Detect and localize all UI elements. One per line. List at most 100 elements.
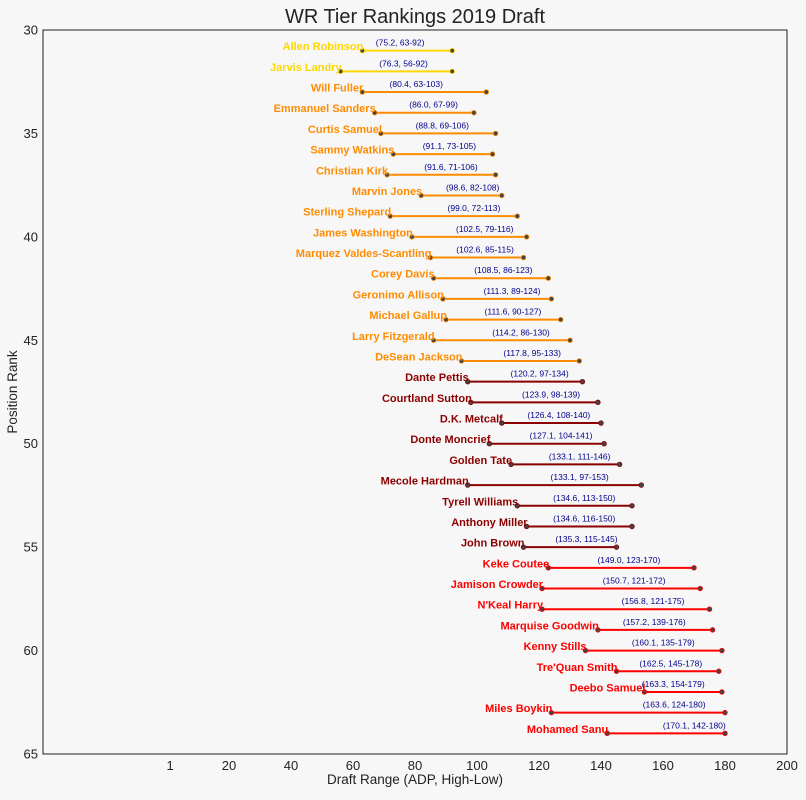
y-tick-label: 55 [24,540,38,555]
range-annotation: (160.1, 135-179) [632,638,695,648]
player-name-label: Dante Pettis [405,372,469,384]
player-name-label: Keke Coutee [483,558,550,570]
range-annotation: (91.6, 71-106) [424,162,478,172]
range-high-point [492,130,499,137]
y-tick-label: 45 [24,333,38,348]
player-name-label: Sterling Shepard [303,207,391,219]
range-low-point [582,647,589,654]
range-low-point [520,544,527,550]
range-low-point [465,482,471,488]
range-high-point [691,565,697,571]
x-axis-title: Draft Range (ADP, High-Low) [327,772,503,787]
range-annotation: (134.6, 113-150) [553,493,615,503]
player-labels: Allen Robinson Jarvis Landry Will Fuller Em… [270,41,645,736]
player-name-label: N'Keal Harry [478,600,544,612]
axis-ticks: 1 20 40 60 80 100 120 140 160 180 2003035404550556… [24,23,798,774]
player-name-label: Will Fuller [311,83,364,95]
range-low-point [430,337,437,343]
y-tick-label: 35 [24,126,38,141]
range-low-point [465,378,471,385]
range-low-point [523,523,530,530]
range-high-point [576,358,582,364]
player-name-label: Geronimo Allison [353,289,445,301]
range-annotation: (99.0, 72-113) [448,203,501,213]
range-annotation: (170.1, 142-180) [663,720,726,730]
range-annotation: (88.8, 69-106) [416,120,470,130]
range-annotation: (135.3, 115-145) [555,534,617,544]
range-low-point [418,192,424,199]
range-annotation: (91.1, 73-105) [423,141,477,151]
range-annotation: (120.2, 97-134) [511,369,569,379]
range-high-point [567,337,573,343]
y-tick-label: 65 [24,747,38,762]
player-name-label: Marvin Jones [352,186,422,198]
range-low-point [604,730,610,737]
range-annotation: (114.2, 86-130) [492,327,550,337]
range-annotation: (149.0, 123-170) [597,555,660,565]
chart-title: WR Tier Rankings 2019 Draft [285,6,546,28]
range-high-point [722,730,728,737]
range-low-point [443,316,449,323]
y-tick-label: 50 [24,436,38,451]
range-high-point [719,689,725,695]
range-high-point [629,503,635,509]
player-name-label: D.K. Metcalf [440,414,503,426]
range-low-point [508,461,514,468]
player-name-label: Tyrell Williams [442,496,518,508]
range-low-point [390,151,396,157]
range-annotation: (150.7, 121-172) [603,576,666,586]
range-low-point [548,709,555,716]
range-high-point [514,213,520,219]
range-high-point [697,585,703,592]
range-low-point [409,234,415,240]
range-high-point [613,544,620,550]
player-name-label: Deebo Samuel [570,682,646,694]
range-low-point [499,420,505,426]
range-low-point [514,503,520,509]
range-low-point [378,130,384,137]
range-high-point [471,110,477,116]
range-high-point [616,461,623,468]
y-axis-title: Position Rank [5,350,20,434]
range-high-point [489,151,496,157]
x-tick-label: 160 [652,758,674,773]
range-annotation: (156.8, 121-175) [622,596,685,606]
range-low-point [384,172,390,178]
range-annotation: (133.1, 97-153) [551,472,609,482]
range-high-point [719,647,725,654]
x-tick-label: 120 [528,758,550,773]
range-annotation: (117.8, 95-133) [503,348,561,358]
player-name-label: Allen Robinson [283,41,364,53]
range-high-point [483,89,489,95]
player-name-label: Marquez Valdes-Scantling [296,248,432,260]
range-high-point [548,296,555,302]
player-name-label: Anthony Miller [451,517,528,529]
range-high-point [558,316,564,323]
player-name-label: John Brown [461,538,525,550]
range-high-point [709,627,716,633]
range-high-point [601,441,607,447]
range-high-point [629,523,635,530]
range-low-point [427,254,434,261]
x-tick-label: 40 [284,758,298,773]
range-low-point [430,275,437,281]
player-name-label: Curtis Samuel [308,124,382,136]
range-low-point [468,399,474,406]
player-name-label: DeSean Jackson [375,351,463,363]
range-annotations: (75.2, 63-92) (76.3, 56-92) (80.4, 63-103)… [376,38,726,731]
x-tick-label: 180 [714,758,736,773]
range-low-point [372,110,378,116]
range-high-point [523,234,530,240]
player-name-label: Donte Moncrief [410,434,490,446]
range-endpoints [337,47,728,737]
range-low-point [613,668,620,674]
player-name-label: Miles Boykin [485,703,553,715]
range-annotation: (162.5, 145-178) [639,658,702,668]
range-low-point [545,565,551,571]
range-low-point [458,358,465,364]
range-low-point [359,89,365,95]
range-annotation: (163.3, 154-179) [642,679,705,689]
range-high-point [545,275,551,281]
